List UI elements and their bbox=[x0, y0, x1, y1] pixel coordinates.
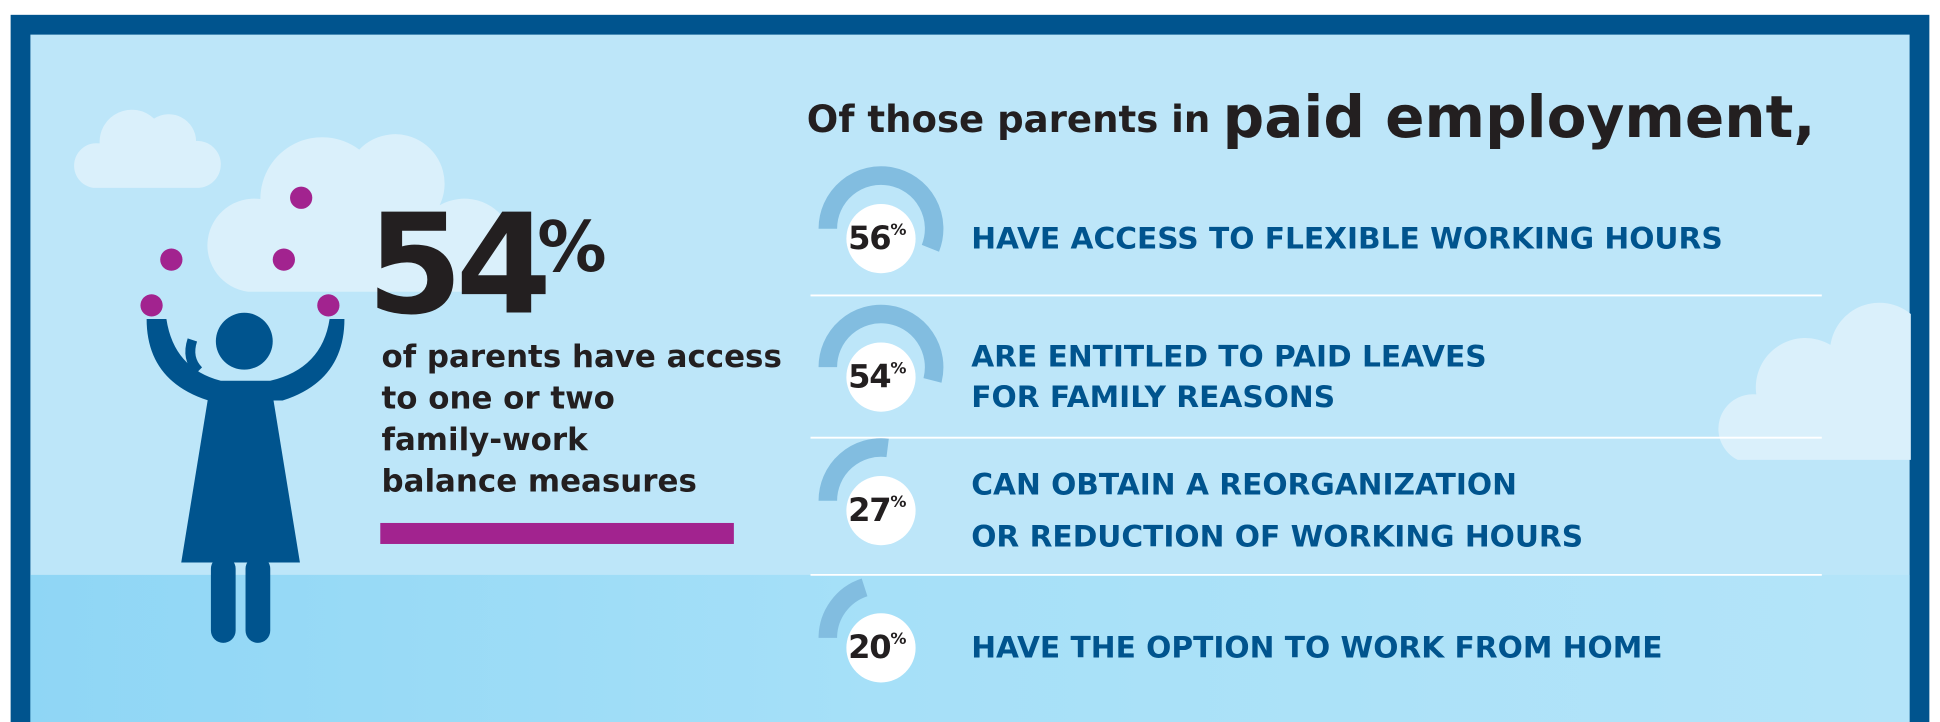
ball bbox=[140, 294, 163, 317]
gauge-arc bbox=[818, 304, 944, 383]
gauge-label: 56% bbox=[848, 219, 906, 257]
section-title: Of those parents in paid employment, bbox=[807, 83, 1816, 151]
gauge-label: 20% bbox=[848, 628, 906, 666]
gauge-arc bbox=[818, 578, 868, 639]
leg bbox=[245, 556, 271, 643]
item-text: FOR FAMILY REASONS bbox=[971, 379, 1335, 414]
leg bbox=[210, 556, 236, 643]
cloud bbox=[74, 109, 221, 188]
figure bbox=[146, 312, 345, 643]
title-lead: Of those parents in bbox=[807, 98, 1210, 141]
gauge-unit: % bbox=[890, 491, 906, 510]
dress bbox=[181, 395, 300, 563]
item-text: HAVE THE OPTION TO WORK FROM HOME bbox=[971, 630, 1662, 665]
gauge-value: 54 bbox=[848, 357, 890, 395]
headline-value: 54 bbox=[367, 184, 546, 346]
gauge-unit: % bbox=[890, 358, 906, 377]
ball bbox=[160, 248, 183, 271]
ball bbox=[317, 294, 340, 317]
headline-text: balance measures bbox=[382, 463, 697, 499]
headline-text: family-work bbox=[382, 422, 590, 458]
gauge-arc bbox=[818, 166, 944, 252]
ball bbox=[290, 186, 313, 209]
item-text: HAVE ACCESS TO FLEXIBLE WORKING HOURS bbox=[971, 220, 1722, 255]
headline-unit: % bbox=[537, 208, 606, 288]
item-text: CAN OBTAIN A REORGANIZATION bbox=[971, 466, 1517, 501]
gauge-unit: % bbox=[890, 629, 906, 648]
gauge-center bbox=[846, 613, 916, 683]
item-text: ARE ENTITLED TO PAID LEAVES bbox=[971, 338, 1486, 373]
accent-bar bbox=[380, 522, 734, 544]
ground-band bbox=[30, 574, 1910, 722]
head bbox=[215, 312, 273, 370]
cloud bbox=[1718, 302, 1911, 460]
gauge-center bbox=[846, 342, 916, 412]
title-emphasis: paid employment, bbox=[1223, 83, 1816, 151]
arms bbox=[146, 318, 345, 401]
item-text: OR REDUCTION OF WORKING HOURS bbox=[971, 518, 1583, 553]
ball bbox=[272, 248, 295, 271]
gauge-unit: % bbox=[890, 219, 906, 238]
gauge-center bbox=[846, 203, 916, 274]
juggling-balls bbox=[140, 186, 340, 317]
gauge-center bbox=[846, 475, 916, 546]
gauge-value: 27 bbox=[848, 491, 890, 529]
headline-text: of parents have access bbox=[382, 339, 782, 375]
gauge-arc bbox=[818, 438, 889, 502]
ponytail bbox=[185, 338, 203, 375]
gauge-label: 27% bbox=[848, 491, 906, 529]
gauge-value: 20 bbox=[848, 628, 890, 666]
gauge-value: 56 bbox=[848, 219, 890, 257]
headline-text: to one or two bbox=[382, 380, 615, 416]
gauge-label: 54% bbox=[848, 357, 906, 395]
